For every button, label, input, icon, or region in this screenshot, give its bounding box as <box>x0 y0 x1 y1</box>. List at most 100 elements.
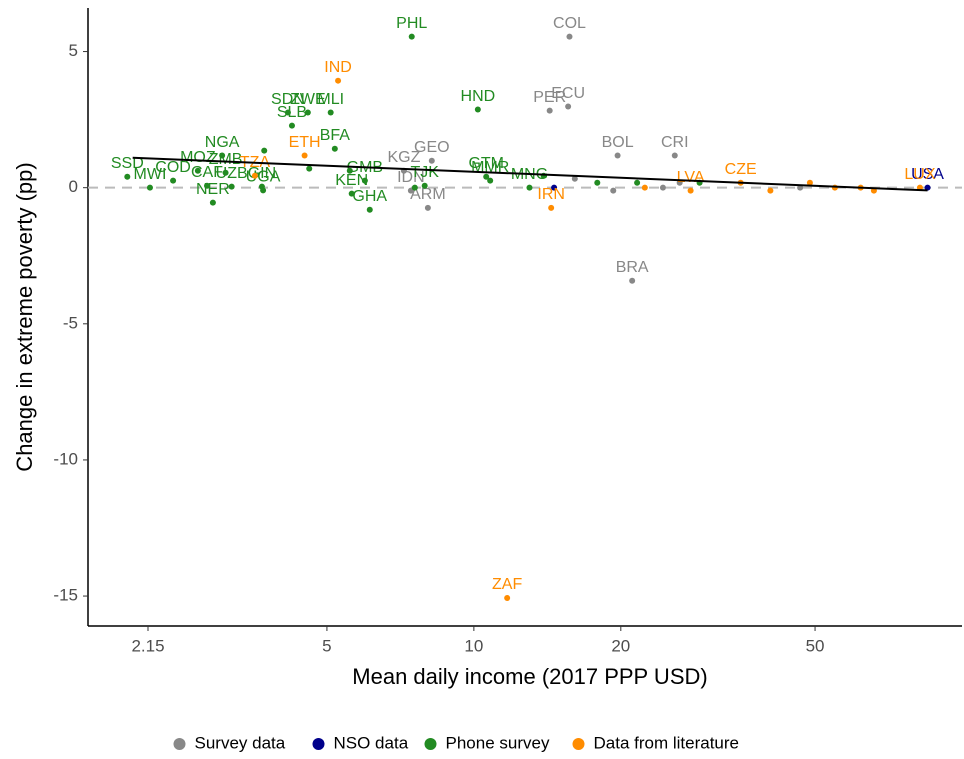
point-label: LVA <box>677 169 705 186</box>
legend-label: Survey data <box>195 733 286 752</box>
point <box>146 184 153 191</box>
point-label: IDN <box>397 169 425 186</box>
x-tick-label: 20 <box>611 636 630 655</box>
point <box>304 109 311 116</box>
point <box>306 165 313 172</box>
point <box>548 204 555 211</box>
point <box>629 277 636 284</box>
point <box>251 172 258 179</box>
point-label: ARM <box>410 186 446 203</box>
point <box>411 184 418 191</box>
point-label: BFA <box>320 127 351 144</box>
point-label: USA <box>911 166 944 183</box>
point <box>424 204 431 211</box>
point-label: NGA <box>205 134 240 151</box>
point-label: CRI <box>661 134 689 151</box>
point <box>222 169 229 176</box>
point <box>614 152 621 159</box>
point <box>284 109 291 116</box>
legend-marker <box>424 738 437 750</box>
point <box>487 177 494 184</box>
point-label: MOZ <box>180 149 216 166</box>
point-label: ZMB <box>209 151 243 168</box>
point <box>260 187 267 194</box>
point-label: HND <box>461 88 496 105</box>
point <box>331 145 338 152</box>
point <box>327 109 334 116</box>
point-label: IND <box>324 59 352 76</box>
point-label: GHA <box>352 188 387 205</box>
x-axis-label: Mean daily income (2017 PPP USD) <box>352 664 707 689</box>
x-tick-label: 10 <box>464 636 483 655</box>
legend-label: Phone survey <box>446 733 550 752</box>
point-label: LUX <box>904 166 935 183</box>
point <box>228 183 235 190</box>
point <box>301 152 308 159</box>
point <box>806 179 813 186</box>
point-label: ZWE <box>290 91 326 108</box>
point-label: SSD <box>111 155 144 172</box>
point <box>288 122 295 129</box>
point-label: BOL <box>602 134 634 151</box>
point <box>366 206 373 213</box>
point <box>204 182 211 189</box>
point <box>261 147 268 154</box>
point <box>565 103 572 110</box>
y-tick-label: 5 <box>69 41 78 60</box>
point-label: NER <box>196 181 230 198</box>
point-label: BRA <box>616 259 649 276</box>
point <box>124 173 131 180</box>
legend-marker <box>572 738 585 750</box>
point <box>659 184 666 191</box>
y-tick-label: -15 <box>53 586 78 605</box>
point <box>610 187 617 194</box>
point <box>676 179 683 186</box>
point <box>566 33 573 40</box>
point <box>483 173 490 180</box>
point <box>526 184 533 191</box>
point <box>194 167 201 174</box>
x-tick-label: 50 <box>806 636 825 655</box>
point <box>219 152 226 159</box>
point-label: ZAF <box>492 576 522 593</box>
x-tick-label: 2.15 <box>131 636 164 655</box>
point <box>546 107 553 114</box>
point <box>335 77 342 84</box>
point <box>687 187 694 194</box>
point <box>767 187 774 194</box>
point-label: UZB <box>216 165 248 182</box>
point <box>408 33 415 40</box>
point-label: MLI <box>317 91 344 108</box>
x-tick-label: 5 <box>322 636 331 655</box>
point <box>474 106 481 113</box>
point-label: CZE <box>725 161 757 178</box>
point <box>209 199 216 206</box>
point <box>671 152 678 159</box>
point-label: SDN <box>271 91 305 108</box>
point-label: SLB <box>277 104 307 121</box>
point <box>594 179 601 186</box>
legend-marker <box>173 738 186 750</box>
point-label: COD <box>155 159 191 176</box>
point <box>924 184 931 191</box>
point-label: COL <box>553 15 586 32</box>
point <box>348 190 355 197</box>
point-label: IRN <box>537 186 565 203</box>
point-label: KGZ <box>387 149 420 166</box>
y-axis-label: Change in extreme poverty (pp) <box>12 162 37 471</box>
point-label: GEO <box>414 139 450 156</box>
point <box>571 175 578 182</box>
point-label: KEN <box>335 172 368 189</box>
trend-line <box>132 156 928 192</box>
y-tick-label: -10 <box>53 449 78 468</box>
legend-label: NSO data <box>334 733 409 752</box>
point <box>504 594 511 601</box>
point-label: MWI <box>134 166 167 183</box>
point <box>170 177 177 184</box>
point-label: PER <box>533 89 566 106</box>
point-label: UGA <box>246 169 281 186</box>
point-label: ECU <box>551 85 585 102</box>
point-label: GTM <box>468 155 504 172</box>
point <box>346 167 353 174</box>
point-label: ETH <box>289 134 321 151</box>
